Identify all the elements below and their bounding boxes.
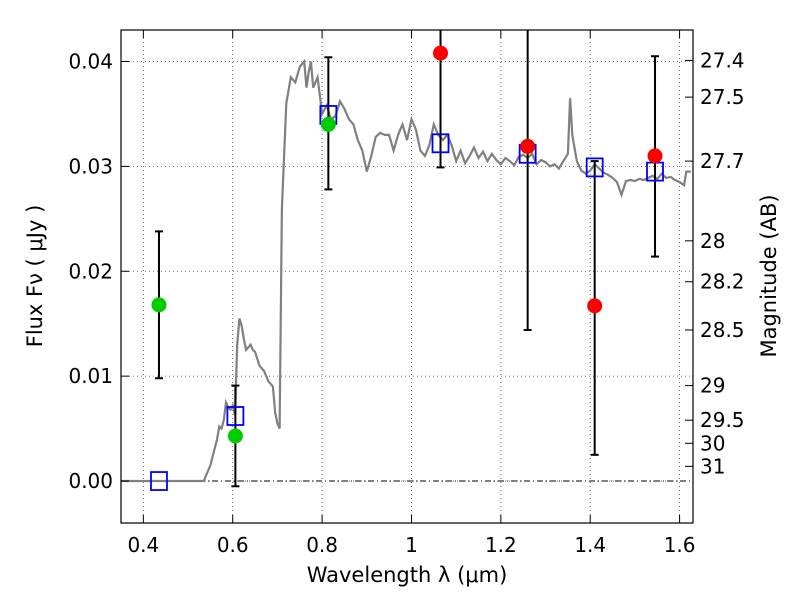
y-tick-label: 0.04 (68, 49, 113, 73)
model-band-squares (150, 105, 664, 491)
magnitude-tick-label: 28 (700, 229, 725, 253)
observed-points (151, 45, 663, 444)
observed-flux-point (320, 116, 336, 132)
x-tick-label: 0.6 (217, 533, 249, 557)
error-bars (154, 30, 660, 488)
magnitude-tick-label: 29.5 (700, 408, 745, 432)
x-axis-title: Wavelength λ (μm) (307, 563, 508, 587)
magnitude-tick-label: 27.5 (700, 85, 745, 109)
y-tick-label: 0.03 (68, 154, 113, 178)
y-tick-label: 0.01 (68, 364, 113, 388)
observed-flux-point (433, 45, 449, 61)
x-tick-label: 1.2 (485, 533, 517, 557)
model-band-square (150, 471, 168, 491)
axis-ticks: 0.4 0.6 0.8 1 1.2 1.4 1.6 0.00 0.01 0.02 0.03 0.04 2… (68, 30, 745, 557)
observed-flux-point (520, 138, 536, 154)
observed-flux-point (151, 297, 167, 313)
x-tick-label: 0.8 (306, 533, 338, 557)
observed-flux-point (587, 298, 603, 314)
model-band-square (431, 133, 450, 154)
magnitude-tick-label: 27.7 (700, 149, 745, 173)
y-tick-label: 0.00 (68, 469, 113, 493)
plot-area (121, 30, 691, 491)
model-band-square (226, 406, 245, 426)
right-axis-title: Magnitude (AB) (757, 194, 781, 357)
model-band-square (585, 157, 604, 178)
x-tick-label: 1 (405, 533, 418, 557)
observed-flux-point (647, 148, 663, 164)
x-tick-label: 1.6 (664, 533, 696, 557)
magnitude-tick-label: 28.5 (700, 318, 745, 342)
magnitude-tick-label: 28.2 (700, 270, 745, 294)
y-axis-title: Flux Fν ( μJy ) (23, 205, 47, 348)
x-tick-label: 1.4 (574, 533, 606, 557)
model-spectrum-line (121, 58, 691, 483)
magnitude-tick-label: 27.4 (700, 48, 745, 72)
observed-flux-point (227, 428, 243, 444)
grid-lines (121, 30, 693, 523)
x-tick-label: 0.4 (127, 533, 159, 557)
magnitude-tick-label: 31 (700, 454, 725, 478)
y-tick-label: 0.02 (68, 259, 113, 283)
magnitude-tick-label: 30 (700, 431, 725, 455)
magnitude-tick-label: 29 (700, 374, 725, 398)
plot-frame (120, 29, 694, 524)
